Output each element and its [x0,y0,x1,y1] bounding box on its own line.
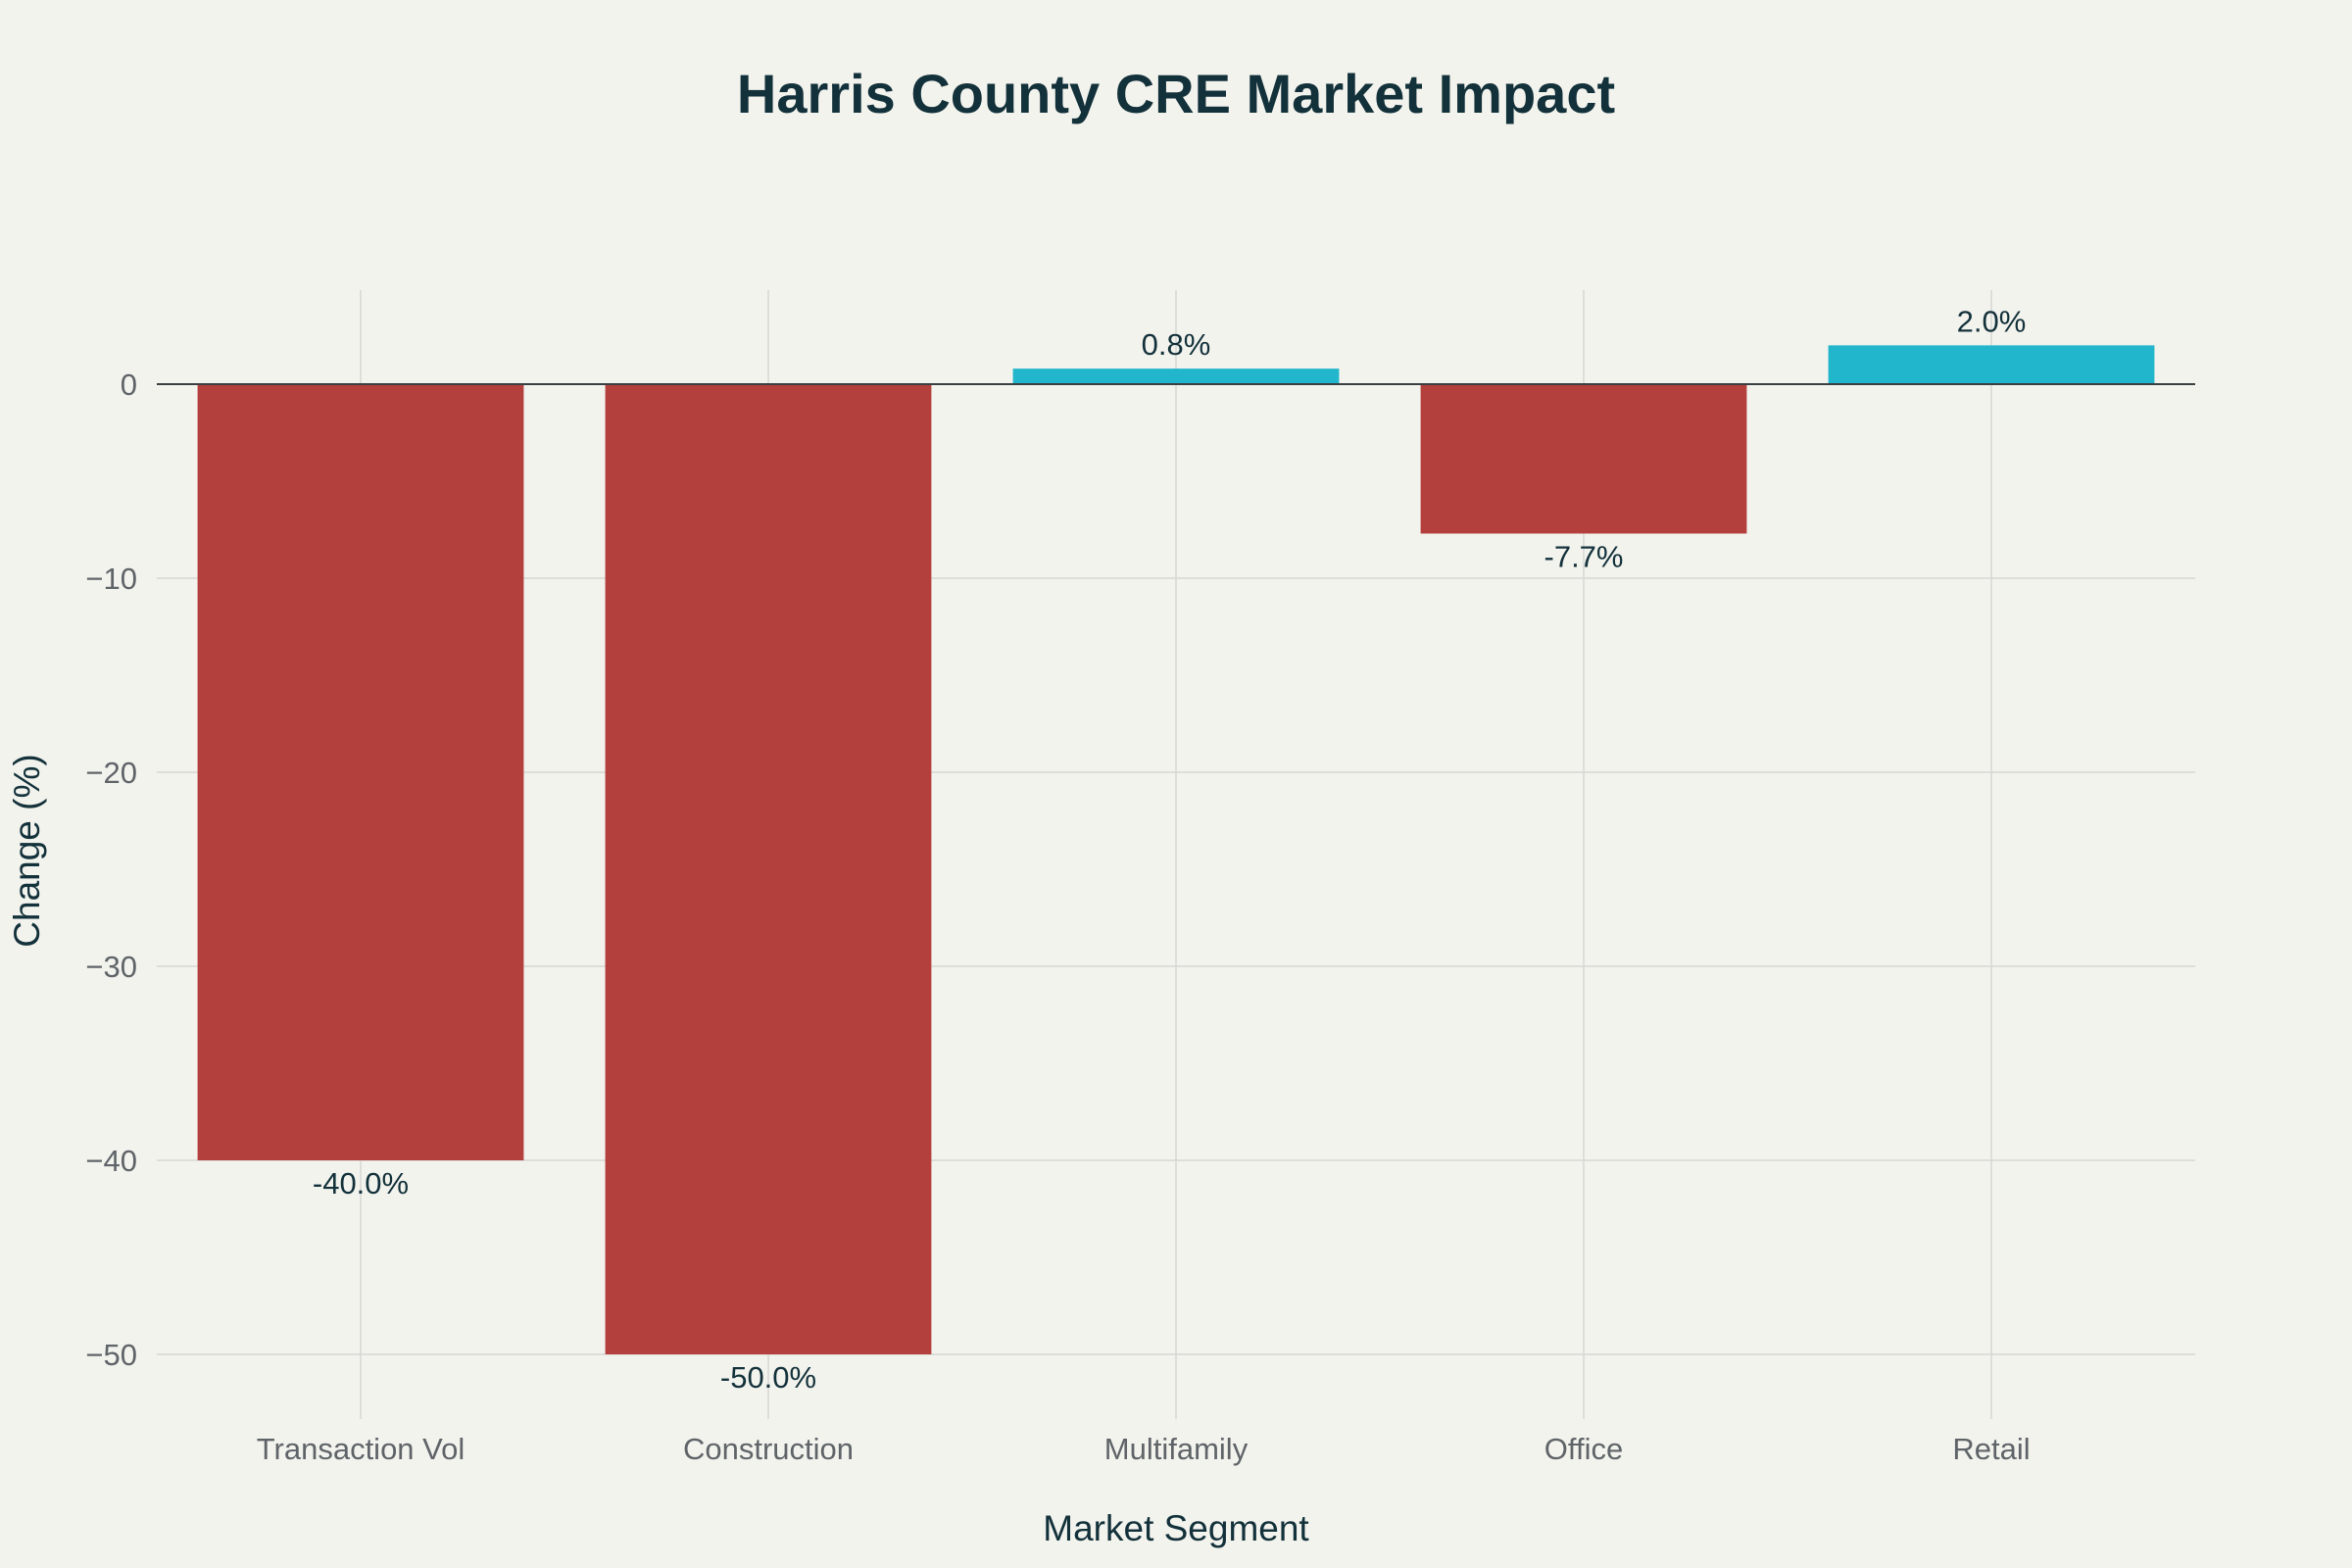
y-tick-label: −10 [85,562,137,596]
y-tick-label: −20 [85,756,137,790]
x-axis-title: Market Segment [1043,1508,1309,1548]
x-tick-label: Multifamily [1104,1432,1249,1466]
data-label: -40.0% [313,1166,409,1200]
y-tick-label: −30 [85,950,137,984]
bar-construction [605,384,932,1354]
bars-layer [157,345,2195,1354]
bar-transaction-vol [197,384,524,1160]
x-tick-label: Transaction Vol [257,1432,466,1466]
data-label: 0.8% [1142,327,1211,362]
y-tick-label: 0 [121,368,137,402]
y-tick-label: −40 [85,1144,137,1178]
x-tick-label: Retail [1952,1432,2030,1466]
x-tick-label: Construction [683,1432,854,1466]
y-tick-label: −50 [85,1338,137,1372]
bar-retail [1828,345,2155,384]
bar-office [1420,384,1747,534]
data-label: 2.0% [1957,304,2027,338]
labels-layer: -40.0% -50.0% 0.8% -7.7% 2.0% [313,304,2026,1395]
data-label: -50.0% [720,1360,816,1395]
chart-title: Harris County CRE Market Impact [737,63,1615,124]
y-axis-title: Change (%) [7,754,47,947]
ticks-layer: 0 −10 −20 −30 −40 −50 Transaction Vol Construct… [85,368,2030,1466]
bar-multifamily [1012,368,1340,384]
data-label: -7.7% [1544,539,1624,573]
x-tick-label: Office [1544,1432,1623,1466]
